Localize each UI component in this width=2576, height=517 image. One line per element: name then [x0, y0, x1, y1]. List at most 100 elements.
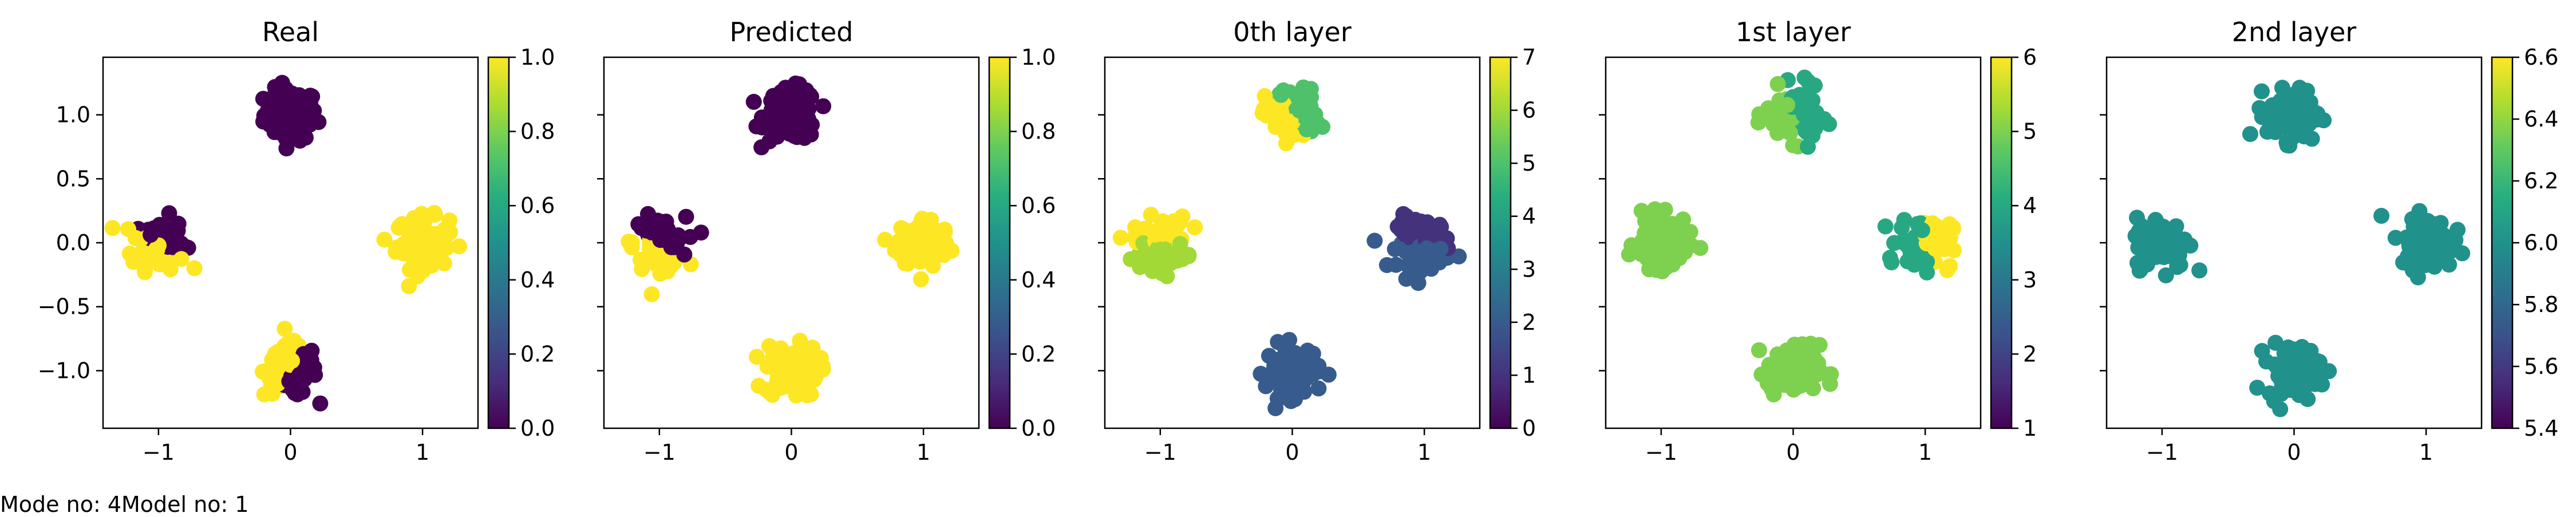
point-c2 — [2403, 245, 2419, 262]
point-c1 — [1143, 207, 1159, 223]
point-c0 — [2288, 105, 2305, 121]
point-c2 — [2404, 211, 2420, 227]
point-c0 — [1273, 105, 1290, 121]
point-c2 — [1405, 244, 1421, 260]
point-c2 — [2416, 251, 2433, 267]
point-c3 — [1791, 362, 1807, 379]
point-c2 — [451, 238, 468, 255]
colorbar — [2491, 56, 2514, 429]
point-c1 — [1666, 235, 1683, 251]
point-c0 — [1796, 106, 1812, 123]
colorbar-tick-label: 1 — [2023, 416, 2037, 441]
panel-title: 2nd layer — [2232, 17, 2357, 48]
colorbar-tick-label: 1.0 — [1021, 45, 1056, 70]
point-c2 — [1419, 240, 1435, 256]
point-c0 — [1751, 106, 1768, 123]
point-c2 — [906, 250, 923, 266]
x-tick-label: 1 — [2419, 440, 2433, 465]
x-tick-label: 1 — [1417, 440, 1431, 465]
colorbar-tick-label: 0.4 — [520, 267, 555, 293]
scatter-points — [1112, 79, 1467, 416]
point-c0 — [259, 103, 276, 120]
point-c2 — [2454, 245, 2471, 262]
point-c2 — [1939, 262, 1955, 278]
point-c0 — [1314, 119, 1331, 135]
point-c1 — [1172, 214, 1189, 230]
point-c0 — [761, 133, 778, 149]
colorbar-tick-label: 6.0 — [2524, 230, 2558, 255]
point-c1 — [643, 286, 660, 302]
point-c3 — [1276, 352, 1293, 368]
colorbar — [487, 56, 510, 429]
point-c1 — [2191, 262, 2208, 279]
point-c1 — [2147, 212, 2164, 228]
panel-4: −1 0 1 2nd layer 5.4 5.6 5.8 6.0 6.2 6.4 6.6 — [2100, 17, 2558, 465]
colorbar-tick-label: 0.8 — [1021, 119, 1056, 144]
point-c2 — [928, 223, 945, 240]
point-c3 — [1763, 381, 1780, 397]
point-c1 — [137, 264, 153, 281]
colorbar-tick-label: 0 — [1522, 416, 1536, 441]
point-c2 — [909, 224, 926, 241]
point-c0 — [2290, 117, 2307, 133]
x-tick-label: 0 — [2287, 440, 2301, 465]
point-c3 — [2262, 385, 2278, 402]
point-c2 — [2439, 245, 2455, 262]
point-c1 — [1180, 248, 1197, 265]
point-c2 — [887, 242, 903, 259]
point-c2 — [406, 210, 422, 226]
point-c1 — [173, 251, 189, 267]
point-c0 — [791, 76, 808, 93]
point-c2 — [436, 232, 452, 249]
x-tick-label: 0 — [1285, 440, 1299, 465]
point-c2 — [1388, 256, 1404, 273]
point-c3 — [2274, 378, 2290, 394]
point-c1 — [162, 261, 179, 278]
point-c0 — [1257, 88, 1273, 104]
point-c3 — [1270, 334, 1286, 350]
point-c2 — [395, 236, 412, 252]
x-tick-label: 0 — [784, 440, 798, 465]
point-c2 — [1939, 227, 1955, 243]
point-c0 — [1273, 86, 1289, 103]
colorbar-tick-label: 0.6 — [520, 193, 555, 218]
point-c2 — [935, 247, 952, 263]
panel-2: −1 0 1 0th layer 0 1 2 3 4 5 6 7 — [1098, 17, 1536, 465]
point-c0 — [775, 111, 792, 128]
point-c3 — [2272, 401, 2289, 417]
point-c1 — [659, 263, 675, 279]
point-c3 — [761, 338, 777, 354]
point-c1 — [132, 247, 148, 264]
y-tick-label: 0.0 — [56, 230, 90, 255]
point-c0 — [1769, 76, 1786, 92]
colorbar-tick-label: 4 — [2023, 193, 2037, 218]
scatter-points — [104, 74, 468, 412]
point-c2 — [2409, 227, 2426, 243]
point-c3 — [799, 354, 815, 370]
point-c2 — [426, 253, 443, 270]
colorbar-tick-label: 3 — [1522, 256, 1536, 282]
x-tick-label: −1 — [143, 440, 175, 465]
point-c3 — [1310, 380, 1327, 397]
point-c2 — [1883, 254, 1900, 271]
panel-title: Predicted — [730, 17, 854, 48]
point-c3 — [1269, 390, 1286, 407]
point-c3 — [284, 353, 301, 369]
point-c3 — [2314, 376, 2330, 393]
panel-3: −1 0 1 1st layer 1 2 3 4 5 6 — [1599, 17, 2037, 465]
point-c0 — [255, 90, 271, 107]
point-c3 — [255, 364, 271, 380]
colorbar-tick-label: 5.6 — [2524, 354, 2558, 379]
point-c3 — [2267, 334, 2284, 351]
colorbar-tick-label: 6.4 — [2524, 106, 2558, 132]
colorbar-tick-label: 2 — [1522, 310, 1536, 335]
colorbar-tick-label: 0.2 — [520, 341, 555, 366]
point-c0 — [302, 96, 319, 112]
point-c2 — [2425, 216, 2442, 232]
point-c0 — [2274, 115, 2291, 131]
colorbar-tick-label: 2 — [2023, 341, 2037, 366]
x-tick-label: 0 — [1786, 440, 1800, 465]
point-c1 — [104, 220, 121, 236]
point-c1 — [186, 260, 203, 277]
point-c2 — [427, 207, 443, 223]
